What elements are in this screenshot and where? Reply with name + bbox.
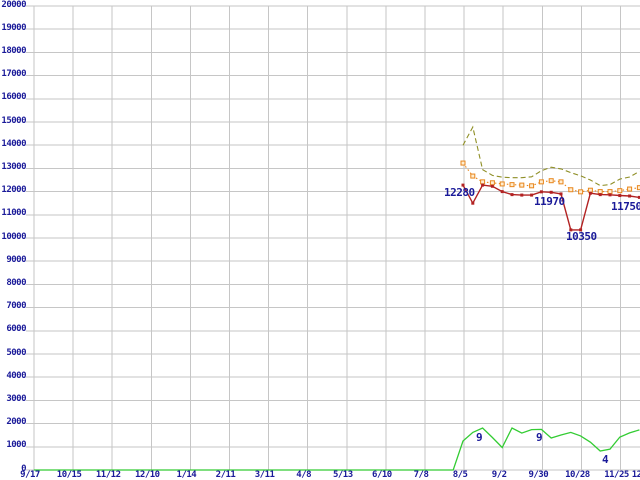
marker-hollow-square	[587, 187, 593, 193]
marker-filled-square	[539, 190, 543, 194]
marker-filled-square	[490, 184, 494, 188]
series-upper-olive-dashed	[462, 125, 640, 187]
marker-hollow-square	[548, 178, 554, 184]
y-tick-label: 20000	[1, 0, 26, 10]
marker-hollow-square	[489, 180, 495, 186]
marker-hollow-square	[529, 183, 535, 189]
marker-filled-square	[608, 193, 612, 197]
y-tick-label: 3000	[6, 393, 26, 404]
x-tick-label: 6/10	[372, 469, 392, 480]
marker-hollow-square	[607, 189, 613, 195]
y-tick-label: 10000	[1, 231, 26, 242]
marker-filled-square	[588, 191, 592, 195]
x-tick-label: 10/15	[56, 469, 82, 480]
marker-hollow-square	[480, 179, 486, 185]
marker-filled-square	[500, 190, 504, 194]
marker-filled-square	[510, 193, 514, 197]
y-tick-label: 15000	[1, 115, 26, 126]
y-tick-label: 12000	[1, 185, 26, 196]
y-tick-label: 13000	[1, 161, 26, 172]
marker-hollow-square	[617, 188, 623, 194]
marker-hollow-square	[538, 179, 544, 185]
marker-filled-square	[549, 190, 553, 194]
y-tick-label: 16000	[1, 92, 26, 103]
marker-filled-square	[530, 193, 534, 197]
marker-hollow-square	[499, 181, 505, 187]
marker-filled-square	[598, 193, 602, 197]
point-label: 10350	[566, 230, 597, 243]
x-tick-label: 11/12	[95, 469, 121, 480]
point-label: 12280	[444, 186, 475, 199]
y-tick-label: 7000	[6, 301, 26, 312]
marker-hollow-square	[470, 173, 476, 179]
y-tick-label: 9000	[6, 254, 26, 265]
marker-filled-square	[481, 183, 485, 187]
marker-hollow-square	[558, 179, 564, 185]
x-tick-label: 3/11	[254, 469, 275, 480]
point-label: 4	[602, 453, 609, 466]
marker-hollow-square	[509, 182, 515, 188]
y-tick-label: 6000	[6, 324, 26, 335]
x-tick-label: 12/23	[631, 469, 640, 480]
y-tick-label: 18000	[1, 45, 26, 56]
x-tick-label: 7/8	[413, 469, 429, 480]
marker-hollow-square	[597, 189, 603, 195]
point-label: 11970	[534, 195, 565, 208]
marker-filled-square	[628, 194, 632, 198]
marker-filled-square	[520, 193, 524, 197]
marker-hollow-square	[578, 189, 584, 195]
y-tick-label: 4000	[6, 370, 26, 381]
y-tick-label: 2000	[6, 417, 26, 428]
marker-filled-square	[579, 228, 583, 232]
marker-filled-square	[569, 228, 573, 232]
y-tick-label: 5000	[6, 347, 26, 358]
y-tick-label: 14000	[1, 138, 26, 149]
y-tick-label: 1000	[6, 440, 26, 451]
marker-hollow-square	[519, 182, 525, 188]
y-tick-label: 11000	[1, 208, 26, 219]
x-tick-label: 10/28	[565, 469, 590, 480]
point-label: 11750	[611, 200, 640, 213]
x-tick-label: 9/2	[491, 469, 507, 480]
x-tick-label: 12/10	[135, 469, 160, 480]
x-tick-label: 8/5	[452, 469, 468, 480]
marker-hollow-square	[460, 160, 466, 166]
y-tick-label: 8000	[6, 277, 26, 288]
x-tick-label: 2/11	[215, 469, 236, 480]
point-label: 9	[536, 431, 543, 444]
marker-filled-square	[637, 195, 640, 199]
marker-hollow-square	[636, 185, 640, 191]
x-tick-label: 4/8	[296, 469, 312, 480]
marker-filled-square	[618, 194, 622, 198]
marker-filled-square	[559, 192, 563, 196]
marker-hollow-square	[568, 187, 574, 193]
x-tick-label: 11/25	[604, 469, 629, 480]
y-tick-label: 0	[21, 463, 26, 474]
point-label: 9	[476, 431, 483, 444]
x-tick-label: 5/13	[332, 469, 353, 480]
marker-filled-square	[461, 183, 465, 187]
y-tick-label: 19000	[1, 22, 26, 33]
y-tick-label: 17000	[1, 69, 26, 80]
x-tick-label: 9/17	[20, 469, 40, 480]
marker-hollow-square	[627, 186, 633, 192]
x-tick-label: 9/30	[528, 469, 549, 480]
series-bottom-green-solid	[33, 427, 640, 471]
x-tick-label: 1/14	[176, 469, 197, 480]
marker-filled-square	[471, 201, 475, 205]
